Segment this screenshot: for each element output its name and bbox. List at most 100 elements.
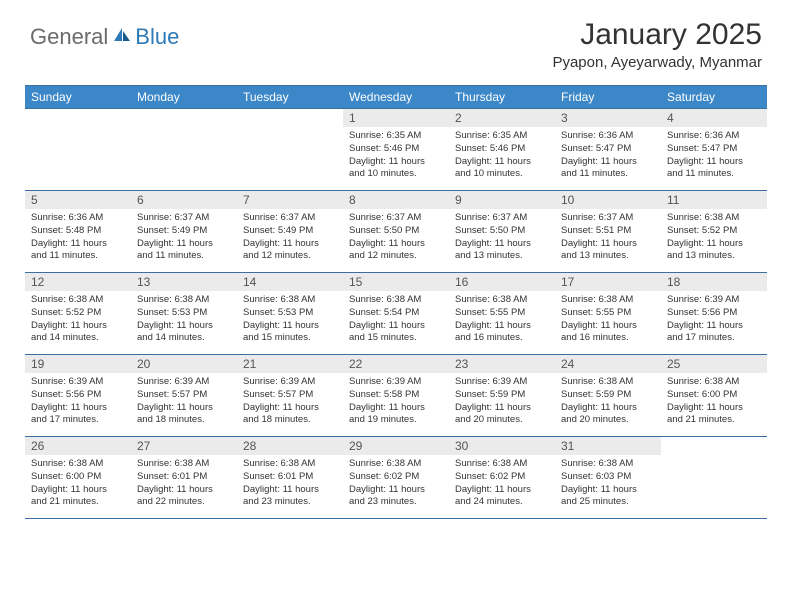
calendar-day-cell: 31Sunrise: 6:38 AMSunset: 6:03 PMDayligh…	[555, 437, 661, 519]
calendar-day-cell: 21Sunrise: 6:39 AMSunset: 5:57 PMDayligh…	[237, 355, 343, 437]
calendar-day-cell: 1Sunrise: 6:35 AMSunset: 5:46 PMDaylight…	[343, 109, 449, 191]
day-number: 14	[237, 273, 343, 291]
calendar-empty-cell	[661, 437, 767, 519]
day-number: 26	[25, 437, 131, 455]
calendar-week-row: 26Sunrise: 6:38 AMSunset: 6:00 PMDayligh…	[25, 437, 767, 519]
day-number: 5	[25, 191, 131, 209]
day-details: Sunrise: 6:37 AMSunset: 5:51 PMDaylight:…	[555, 209, 661, 267]
day-number: 8	[343, 191, 449, 209]
day-details: Sunrise: 6:36 AMSunset: 5:48 PMDaylight:…	[25, 209, 131, 267]
calendar-day-cell: 15Sunrise: 6:38 AMSunset: 5:54 PMDayligh…	[343, 273, 449, 355]
day-number: 25	[661, 355, 767, 373]
day-details: Sunrise: 6:39 AMSunset: 5:57 PMDaylight:…	[237, 373, 343, 431]
calendar-week-row: 12Sunrise: 6:38 AMSunset: 5:52 PMDayligh…	[25, 273, 767, 355]
calendar-day-cell: 8Sunrise: 6:37 AMSunset: 5:50 PMDaylight…	[343, 191, 449, 273]
day-number: 9	[449, 191, 555, 209]
day-details: Sunrise: 6:36 AMSunset: 5:47 PMDaylight:…	[661, 127, 767, 185]
day-details: Sunrise: 6:35 AMSunset: 5:46 PMDaylight:…	[343, 127, 449, 185]
day-number: 28	[237, 437, 343, 455]
calendar-day-cell: 26Sunrise: 6:38 AMSunset: 6:00 PMDayligh…	[25, 437, 131, 519]
weekday-header: Sunday	[25, 86, 131, 109]
calendar-day-cell: 28Sunrise: 6:38 AMSunset: 6:01 PMDayligh…	[237, 437, 343, 519]
day-number: 3	[555, 109, 661, 127]
day-number: 4	[661, 109, 767, 127]
title-block: January 2025 Pyapon, Ayeyarwady, Myanmar	[552, 18, 762, 71]
calendar-day-cell: 12Sunrise: 6:38 AMSunset: 5:52 PMDayligh…	[25, 273, 131, 355]
day-details: Sunrise: 6:38 AMSunset: 5:55 PMDaylight:…	[555, 291, 661, 349]
calendar-day-cell: 19Sunrise: 6:39 AMSunset: 5:56 PMDayligh…	[25, 355, 131, 437]
day-details: Sunrise: 6:39 AMSunset: 5:56 PMDaylight:…	[25, 373, 131, 431]
calendar-day-cell: 27Sunrise: 6:38 AMSunset: 6:01 PMDayligh…	[131, 437, 237, 519]
day-number: 1	[343, 109, 449, 127]
day-details: Sunrise: 6:36 AMSunset: 5:47 PMDaylight:…	[555, 127, 661, 185]
day-number: 18	[661, 273, 767, 291]
calendar-day-cell: 14Sunrise: 6:38 AMSunset: 5:53 PMDayligh…	[237, 273, 343, 355]
day-details: Sunrise: 6:38 AMSunset: 5:53 PMDaylight:…	[131, 291, 237, 349]
day-details: Sunrise: 6:38 AMSunset: 5:55 PMDaylight:…	[449, 291, 555, 349]
day-details: Sunrise: 6:37 AMSunset: 5:50 PMDaylight:…	[449, 209, 555, 267]
calendar-day-cell: 11Sunrise: 6:38 AMSunset: 5:52 PMDayligh…	[661, 191, 767, 273]
day-details: Sunrise: 6:39 AMSunset: 5:59 PMDaylight:…	[449, 373, 555, 431]
brand-part2: Blue	[135, 24, 179, 50]
calendar-day-cell: 16Sunrise: 6:38 AMSunset: 5:55 PMDayligh…	[449, 273, 555, 355]
day-details: Sunrise: 6:38 AMSunset: 5:54 PMDaylight:…	[343, 291, 449, 349]
day-number: 22	[343, 355, 449, 373]
month-title: January 2025	[552, 18, 762, 52]
day-details: Sunrise: 6:37 AMSunset: 5:49 PMDaylight:…	[131, 209, 237, 267]
calendar-day-cell: 18Sunrise: 6:39 AMSunset: 5:56 PMDayligh…	[661, 273, 767, 355]
day-number: 30	[449, 437, 555, 455]
day-number: 20	[131, 355, 237, 373]
calendar-day-cell: 20Sunrise: 6:39 AMSunset: 5:57 PMDayligh…	[131, 355, 237, 437]
weekday-header: Wednesday	[343, 86, 449, 109]
calendar-week-row: 19Sunrise: 6:39 AMSunset: 5:56 PMDayligh…	[25, 355, 767, 437]
calendar-day-cell: 2Sunrise: 6:35 AMSunset: 5:46 PMDaylight…	[449, 109, 555, 191]
day-number: 2	[449, 109, 555, 127]
calendar-day-cell: 3Sunrise: 6:36 AMSunset: 5:47 PMDaylight…	[555, 109, 661, 191]
day-details: Sunrise: 6:39 AMSunset: 5:56 PMDaylight:…	[661, 291, 767, 349]
day-details: Sunrise: 6:38 AMSunset: 6:01 PMDaylight:…	[237, 455, 343, 513]
day-number: 17	[555, 273, 661, 291]
calendar-table: SundayMondayTuesdayWednesdayThursdayFrid…	[25, 85, 767, 519]
brand-sail-icon	[112, 26, 132, 49]
day-number: 27	[131, 437, 237, 455]
weekday-header-row: SundayMondayTuesdayWednesdayThursdayFrid…	[25, 86, 767, 109]
calendar-day-cell: 24Sunrise: 6:38 AMSunset: 5:59 PMDayligh…	[555, 355, 661, 437]
calendar-empty-cell	[237, 109, 343, 191]
day-details: Sunrise: 6:38 AMSunset: 6:02 PMDaylight:…	[343, 455, 449, 513]
calendar-empty-cell	[131, 109, 237, 191]
day-number: 6	[131, 191, 237, 209]
calendar-head: SundayMondayTuesdayWednesdayThursdayFrid…	[25, 86, 767, 109]
day-number: 24	[555, 355, 661, 373]
day-details: Sunrise: 6:38 AMSunset: 6:00 PMDaylight:…	[661, 373, 767, 431]
day-details: Sunrise: 6:38 AMSunset: 6:02 PMDaylight:…	[449, 455, 555, 513]
day-details: Sunrise: 6:37 AMSunset: 5:50 PMDaylight:…	[343, 209, 449, 267]
day-details: Sunrise: 6:38 AMSunset: 6:01 PMDaylight:…	[131, 455, 237, 513]
calendar-day-cell: 7Sunrise: 6:37 AMSunset: 5:49 PMDaylight…	[237, 191, 343, 273]
calendar-week-row: 5Sunrise: 6:36 AMSunset: 5:48 PMDaylight…	[25, 191, 767, 273]
weekday-header: Monday	[131, 86, 237, 109]
calendar-day-cell: 23Sunrise: 6:39 AMSunset: 5:59 PMDayligh…	[449, 355, 555, 437]
weekday-header: Tuesday	[237, 86, 343, 109]
day-number: 16	[449, 273, 555, 291]
calendar-day-cell: 4Sunrise: 6:36 AMSunset: 5:47 PMDaylight…	[661, 109, 767, 191]
weekday-header: Thursday	[449, 86, 555, 109]
calendar-day-cell: 13Sunrise: 6:38 AMSunset: 5:53 PMDayligh…	[131, 273, 237, 355]
day-number: 13	[131, 273, 237, 291]
day-details: Sunrise: 6:38 AMSunset: 5:59 PMDaylight:…	[555, 373, 661, 431]
calendar-day-cell: 25Sunrise: 6:38 AMSunset: 6:00 PMDayligh…	[661, 355, 767, 437]
day-details: Sunrise: 6:38 AMSunset: 5:52 PMDaylight:…	[661, 209, 767, 267]
day-number: 23	[449, 355, 555, 373]
brand-logo: General Blue	[30, 24, 179, 50]
day-number: 21	[237, 355, 343, 373]
page-header: General Blue January 2025 Pyapon, Ayeyar…	[0, 0, 792, 79]
day-number: 12	[25, 273, 131, 291]
day-details: Sunrise: 6:38 AMSunset: 6:03 PMDaylight:…	[555, 455, 661, 513]
day-details: Sunrise: 6:39 AMSunset: 5:57 PMDaylight:…	[131, 373, 237, 431]
day-number: 10	[555, 191, 661, 209]
calendar-week-row: 1Sunrise: 6:35 AMSunset: 5:46 PMDaylight…	[25, 109, 767, 191]
weekday-header: Friday	[555, 86, 661, 109]
day-number: 15	[343, 273, 449, 291]
day-details: Sunrise: 6:38 AMSunset: 5:52 PMDaylight:…	[25, 291, 131, 349]
day-number: 31	[555, 437, 661, 455]
calendar-day-cell: 30Sunrise: 6:38 AMSunset: 6:02 PMDayligh…	[449, 437, 555, 519]
